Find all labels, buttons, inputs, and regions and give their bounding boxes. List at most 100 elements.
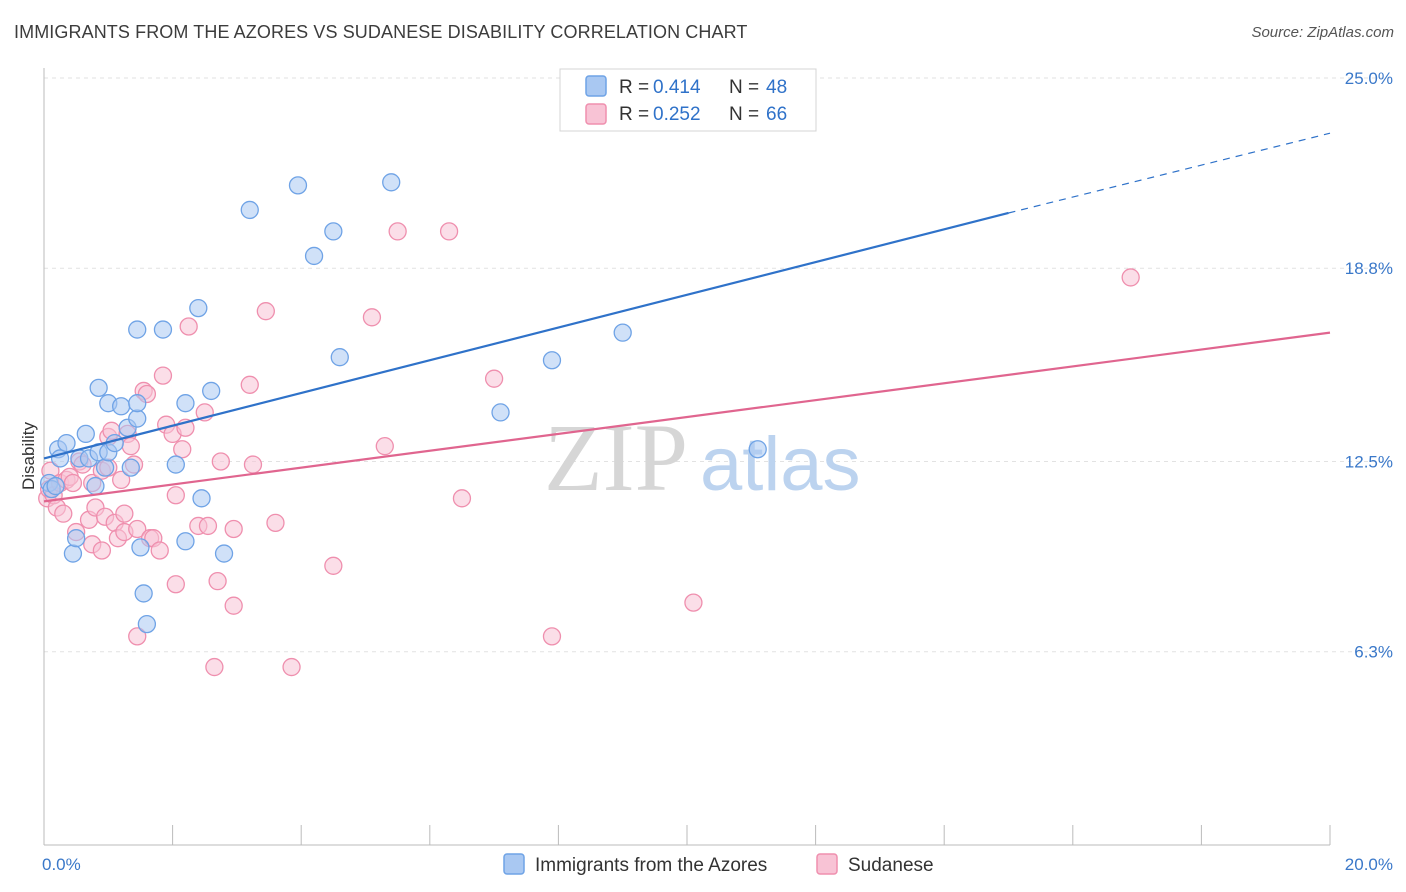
point-azores-6 <box>63 544 83 563</box>
correlation-legend: R = 0.414 N = 48 R = 0.252 N = 66 <box>559 68 817 132</box>
series-legend-label-azores: Immigrants from the Azores <box>535 855 767 876</box>
point-sudanese-57 <box>266 513 285 533</box>
legend-n-label-azores: N = <box>729 77 759 98</box>
point-sudanese-49 <box>205 657 224 677</box>
watermark: ZIP atlas <box>544 404 861 511</box>
point-azores-43 <box>613 323 632 342</box>
y-tick-label-3: 25.0% <box>1345 69 1393 88</box>
point-sudanese-58 <box>282 657 301 677</box>
point-sudanese-52 <box>224 519 243 539</box>
trend-line-azores <box>43 211 1009 460</box>
point-azores-36 <box>288 176 308 195</box>
point-azores-27 <box>153 320 173 339</box>
chart-title: IMMIGRANTS FROM THE AZORES VS SUDANESE D… <box>14 22 748 42</box>
point-azores-24 <box>134 584 153 603</box>
point-azores-41 <box>491 403 510 422</box>
point-sudanese-65 <box>484 369 504 388</box>
point-sudanese-45 <box>179 317 198 336</box>
point-azores-20 <box>121 458 140 477</box>
point-azores-40 <box>382 173 401 192</box>
series-legend: Immigrants from the Azores Sudanese <box>503 853 934 876</box>
point-sudanese-53 <box>224 596 243 615</box>
point-sudanese-54 <box>240 375 259 394</box>
legend-r-value-azores: 0.414 <box>653 77 701 98</box>
point-sudanese-63 <box>439 222 459 241</box>
point-sudanese-26 <box>115 504 134 523</box>
point-azores-31 <box>189 298 208 318</box>
point-sudanese-29 <box>121 437 140 456</box>
point-azores-35 <box>240 200 259 220</box>
y-tick-label-2: 18.8% <box>1345 259 1393 278</box>
point-azores-17 <box>105 433 124 453</box>
point-azores-44 <box>748 440 767 459</box>
point-sudanese-61 <box>375 437 394 456</box>
point-sudanese-50 <box>208 572 227 591</box>
point-sudanese-64 <box>452 489 472 508</box>
legend-swatch-azores <box>585 75 607 97</box>
point-azores-32 <box>192 489 211 508</box>
point-azores-13 <box>89 378 108 398</box>
x-tick-label-0: 0.0% <box>42 855 81 874</box>
series-legend-swatch-azores <box>503 853 525 875</box>
point-azores-38 <box>324 222 343 241</box>
point-azores-42 <box>542 351 562 370</box>
point-azores-5 <box>57 433 76 453</box>
trend-lines <box>43 132 1331 503</box>
legend-r-value-sudanese: 0.252 <box>653 104 701 125</box>
point-sudanese-37 <box>150 541 169 560</box>
point-sudanese-66 <box>542 627 562 646</box>
point-sudanese-59 <box>324 556 343 575</box>
legend-r-label-sudanese: R = <box>619 104 649 125</box>
point-azores-37 <box>304 246 324 266</box>
chart-source: Source: ZipAtlas.com <box>1251 24 1394 41</box>
point-azores-25 <box>137 614 157 634</box>
point-sudanese-55 <box>243 455 263 474</box>
point-azores-30 <box>176 394 195 413</box>
point-azores-34 <box>214 544 234 563</box>
trend-line-extension-azores <box>1008 132 1331 214</box>
point-sudanese-31 <box>128 519 147 539</box>
point-azores-28 <box>166 455 185 474</box>
legend-n-value-sudanese: 66 <box>766 104 787 125</box>
point-sudanese-41 <box>166 486 185 505</box>
data-points <box>38 173 1140 677</box>
point-sudanese-9 <box>63 473 83 493</box>
point-sudanese-67 <box>684 593 703 612</box>
gridlines <box>44 77 1390 653</box>
tick-labels: 6.3% 12.5% 18.8% 25.0% 0.0% 20.0% <box>42 69 1393 874</box>
point-sudanese-56 <box>256 302 275 321</box>
point-sudanese-38 <box>153 366 173 385</box>
watermark-zip: ZIP <box>544 404 688 511</box>
point-azores-11 <box>86 476 105 496</box>
point-sudanese-60 <box>362 308 382 327</box>
legend-r-label-azores: R = <box>619 77 649 98</box>
y-tick-label-0: 6.3% <box>1354 643 1393 662</box>
y-tick-label-1: 12.5% <box>1345 453 1393 472</box>
point-sudanese-48 <box>198 516 218 536</box>
x-tick-label-1: 20.0% <box>1345 855 1393 874</box>
trend-line-sudanese <box>43 331 1331 503</box>
point-sudanese-62 <box>388 222 407 241</box>
point-sudanese-43 <box>173 440 192 459</box>
axes <box>43 68 1331 846</box>
point-azores-29 <box>176 532 195 551</box>
watermark-atlas: atlas <box>700 422 861 507</box>
point-azores-7 <box>67 529 86 548</box>
point-azores-22 <box>128 394 147 413</box>
point-azores-21 <box>128 409 147 428</box>
point-sudanese-32 <box>128 627 147 646</box>
legend-n-label-sudanese: N = <box>729 104 759 125</box>
series-legend-label-sudanese: Sudanese <box>848 855 934 876</box>
point-azores-23 <box>131 538 150 557</box>
point-azores-26 <box>128 320 147 339</box>
point-azores-9 <box>76 424 95 444</box>
point-azores-18 <box>112 397 131 416</box>
point-sudanese-51 <box>211 452 230 471</box>
point-azores-33 <box>202 381 221 401</box>
series-legend-swatch-sudanese <box>816 853 838 875</box>
point-sudanese-25 <box>112 470 131 490</box>
point-sudanese-42 <box>166 575 185 594</box>
y-axis-title: Disability <box>19 421 38 490</box>
legend-swatch-sudanese <box>585 103 607 125</box>
